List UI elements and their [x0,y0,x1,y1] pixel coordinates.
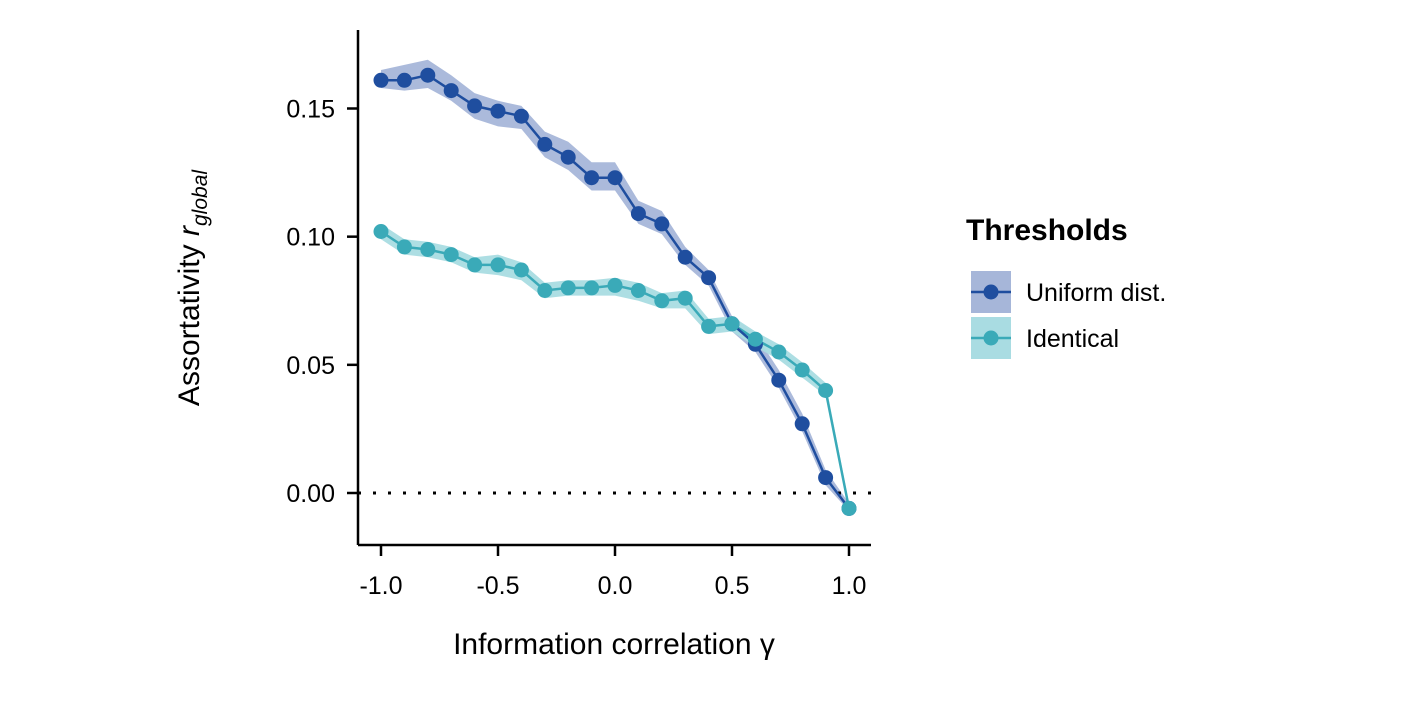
x-tick-label: -0.5 [476,572,519,600]
x-axis-label: Information correlation [453,628,751,661]
point-identical-7 [537,283,553,298]
legend-point-uniform-dist [983,284,999,300]
point-uniform-dist-10 [607,170,623,186]
point-identical-13 [677,290,693,306]
point-uniform-dist-4 [467,98,483,114]
x-axis-symbol: γ [760,628,775,661]
point-identical-12 [654,293,670,309]
point-uniform-dist-5 [490,103,506,119]
point-uniform-dist-11 [630,206,646,222]
y-axis-label: Assortativity [173,244,206,406]
point-identical-0 [373,224,389,239]
x-tick-label: 0.5 [715,572,750,600]
point-identical-14 [701,318,717,334]
y-axis-gap [173,236,206,244]
point-identical-16 [747,331,763,347]
x-tick-label: -1.0 [359,572,402,600]
point-identical-4 [467,257,483,273]
point-identical-1 [396,239,412,255]
axes: 0.00 0.05 0.10 0.15 -1.0 -0.5 0.0 0.5 1.0 [286,30,871,600]
point-identical-15 [724,316,740,332]
point-uniform-dist-6 [513,108,529,124]
x-axis-gap [752,628,760,661]
point-identical-6 [513,262,529,278]
y-tick-label: 0.15 [286,96,335,124]
point-uniform-dist-12 [654,216,670,232]
point-identical-9 [584,280,600,296]
legend-point-identical [983,330,999,346]
point-uniform-dist-2 [420,67,436,83]
point-identical-20 [841,500,857,516]
legend-title: Thresholds [966,214,1128,247]
legend-label-identical: Identical [1026,325,1119,353]
x-tick-label: 0.0 [598,572,633,600]
y-tick-label: 0.10 [286,224,335,252]
series-line-identical [380,230,851,509]
point-uniform-dist-7 [537,136,553,152]
y-tick-label: 0.05 [286,352,335,380]
point-identical-8 [560,280,576,296]
point-identical-18 [794,362,810,378]
point-uniform-dist-13 [677,249,693,265]
point-identical-19 [818,383,834,398]
point-uniform-dist-1 [396,72,412,88]
point-identical-11 [630,283,646,298]
y-tick-label: 0.00 [286,480,335,508]
y-axis-symbol: r [173,225,206,236]
y-axis-title: Assortativity rglobal [173,169,212,406]
point-uniform-dist-8 [560,149,576,165]
legend-label-uniform-dist: Uniform dist. [1026,279,1166,307]
point-identical-10 [607,277,623,293]
point-uniform-dist-18 [794,416,810,432]
legend: Thresholds Uniform dist. Identical [966,214,1166,359]
x-tick-label: 1.0 [832,572,867,600]
point-uniform-dist-0 [373,72,389,88]
point-identical-5 [490,257,506,273]
y-axis-subscript: global [189,169,212,226]
point-identical-2 [420,242,436,257]
point-identical-17 [771,344,787,360]
series-points [373,67,857,516]
point-identical-3 [443,247,459,263]
x-axis-title: Information correlation γ [453,628,775,661]
point-uniform-dist-3 [443,83,459,99]
point-uniform-dist-9 [584,170,600,186]
band-identical [381,223,849,511]
point-uniform-dist-19 [818,470,834,486]
point-uniform-dist-14 [701,270,717,286]
point-uniform-dist-17 [771,372,787,388]
